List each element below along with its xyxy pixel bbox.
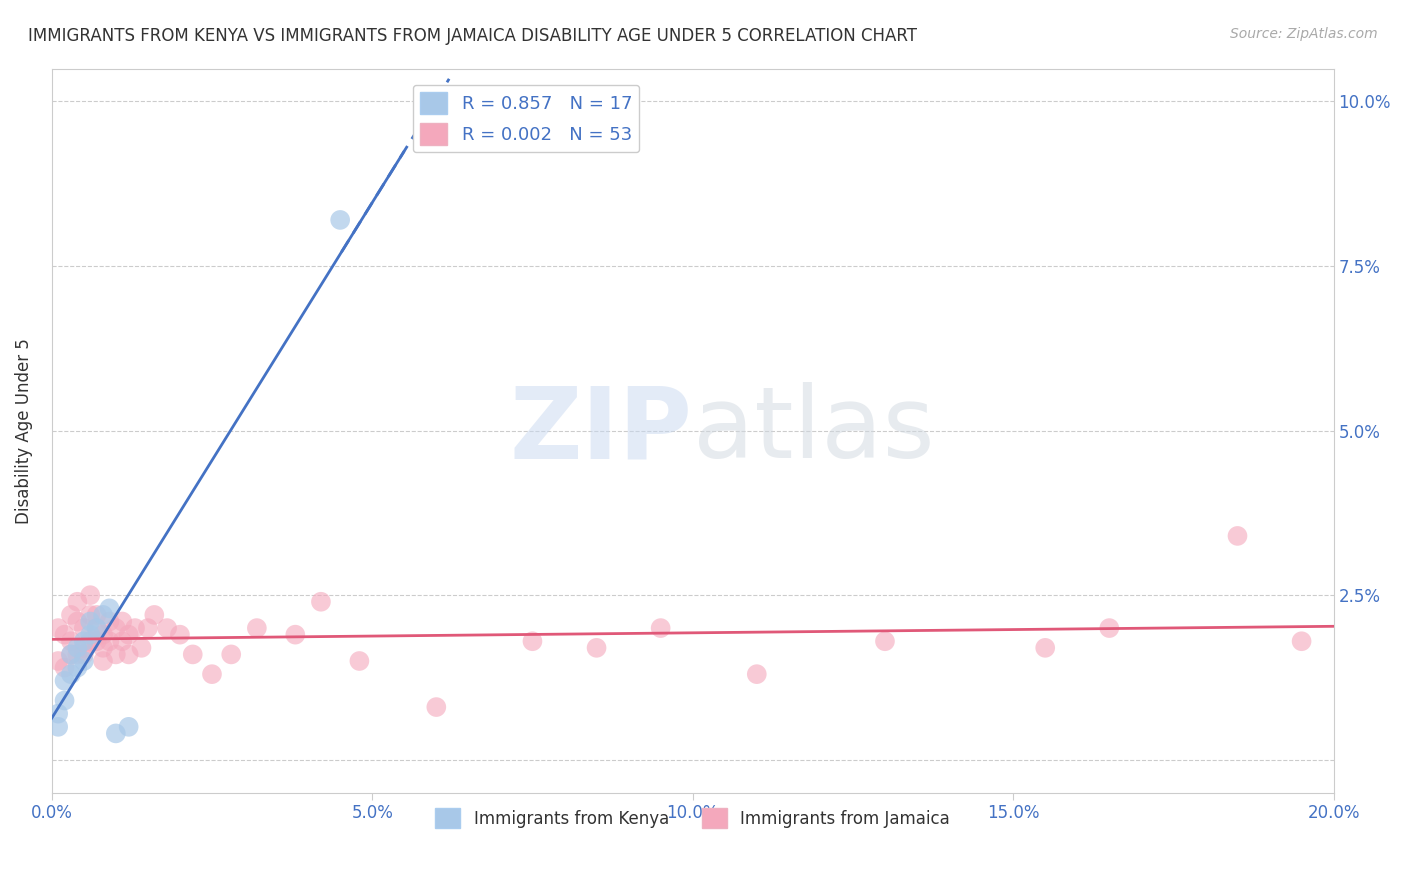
Point (59, 634, 82, 648)
Point (425, 700, 447, 714)
Y-axis label: Disability Age Under 5: Disability Age Under 5 (15, 338, 32, 524)
Point (650, 621, 672, 635)
Point (98, 634, 121, 648)
Point (79, 607, 101, 622)
Point (111, 634, 134, 648)
Point (98, 601, 121, 615)
Point (86, 621, 108, 635)
Point (309, 595, 332, 609)
Point (59, 607, 82, 622)
Point (79, 634, 101, 648)
Point (79, 628, 101, 642)
Text: atlas: atlas (693, 382, 935, 479)
Point (1226, 529, 1249, 543)
Point (66, 648, 89, 662)
Point (73, 621, 96, 635)
Point (86, 634, 108, 648)
Point (86, 607, 108, 622)
Point (219, 648, 242, 662)
Point (53, 660, 76, 674)
Point (111, 615, 134, 629)
Point (79, 588, 101, 602)
Point (46, 654, 69, 668)
Text: ZIP: ZIP (510, 382, 693, 479)
Point (131, 640, 153, 655)
Point (104, 648, 127, 662)
Point (53, 673, 76, 688)
Point (1291, 634, 1313, 648)
Point (73, 640, 96, 655)
Text: IMMIGRANTS FROM KENYA VS IMMIGRANTS FROM JAMAICA DISABILITY AGE UNDER 5 CORRELAT: IMMIGRANTS FROM KENYA VS IMMIGRANTS FROM… (28, 27, 917, 45)
Point (66, 660, 89, 674)
Point (745, 667, 768, 681)
Point (156, 621, 179, 635)
Point (246, 621, 269, 635)
Point (104, 726, 127, 740)
Point (66, 640, 89, 655)
Point (118, 628, 141, 642)
Point (329, 213, 352, 227)
Point (53, 628, 76, 642)
Point (143, 607, 166, 622)
Point (118, 720, 141, 734)
Point (46, 621, 69, 635)
Point (91, 628, 114, 642)
Point (73, 654, 96, 668)
Point (91, 607, 114, 622)
Text: Source: ZipAtlas.com: Source: ZipAtlas.com (1230, 27, 1378, 41)
Point (201, 667, 224, 681)
Point (118, 648, 141, 662)
Point (66, 595, 89, 609)
Point (98, 615, 121, 629)
Point (1033, 640, 1056, 655)
Point (59, 667, 82, 681)
Point (73, 634, 96, 648)
Point (86, 621, 108, 635)
Point (91, 654, 114, 668)
Point (284, 628, 307, 642)
Point (46, 720, 69, 734)
Point (104, 621, 127, 635)
Point (181, 648, 204, 662)
Point (522, 634, 544, 648)
Legend: Immigrants from Kenya, Immigrants from Jamaica: Immigrants from Kenya, Immigrants from J… (429, 801, 957, 835)
Point (136, 621, 159, 635)
Point (349, 654, 371, 668)
Point (124, 621, 146, 635)
Point (873, 634, 896, 648)
Point (53, 693, 76, 707)
Point (1098, 621, 1121, 635)
Point (585, 640, 607, 655)
Point (169, 628, 191, 642)
Point (59, 648, 82, 662)
Point (66, 615, 89, 629)
Point (46, 706, 69, 721)
Point (59, 648, 82, 662)
Point (91, 640, 114, 655)
Point (79, 615, 101, 629)
Point (73, 648, 96, 662)
